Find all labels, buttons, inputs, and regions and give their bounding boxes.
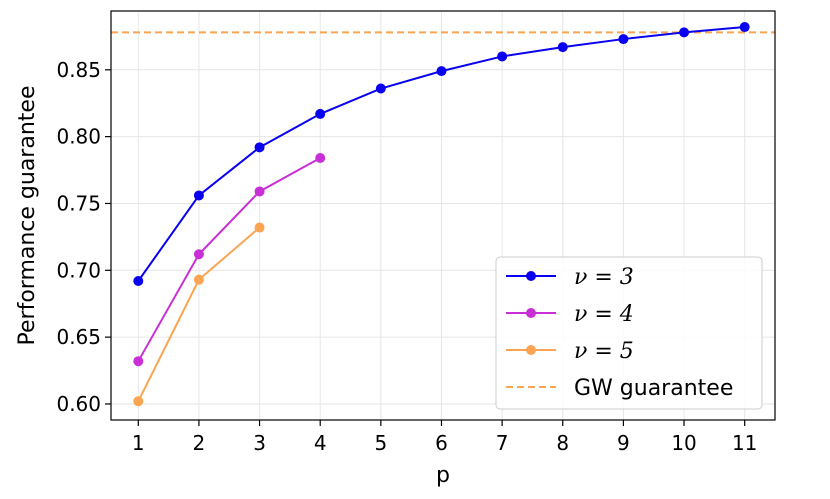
y-tick-label: 0.60 (56, 392, 101, 416)
legend-box (495, 256, 763, 410)
x-tick-label: 4 (314, 431, 327, 455)
series-2 (133, 153, 326, 367)
series-1 (133, 22, 750, 286)
legend-item: GW guarantee (506, 376, 733, 401)
data-point (193, 274, 204, 285)
legend-label: ν = 4 (574, 302, 634, 327)
x-tick-label: 11 (732, 431, 757, 455)
x-tick-label: 9 (617, 431, 630, 455)
y-tick-label: 0.85 (56, 58, 101, 82)
plot-frame (110, 10, 776, 421)
y-tick-label: 0.70 (56, 258, 101, 282)
data-point (739, 22, 750, 33)
legend-marker (526, 308, 536, 318)
y-tick-label: 0.65 (56, 325, 101, 349)
x-tick-label: 8 (556, 431, 569, 455)
x-tick-label: 10 (671, 431, 696, 455)
data-point (375, 83, 386, 94)
data-point (315, 108, 326, 119)
x-axis-ticks: 1 2 3 4 5 6 7 8 9 10 11 (132, 420, 757, 455)
data-point (679, 27, 690, 38)
data-point (436, 66, 447, 77)
legend-item: ν = 5 (506, 339, 634, 364)
data-point (254, 186, 265, 197)
legend-label: ν = 3 (574, 265, 634, 290)
data-point (497, 51, 508, 62)
legend: ν = 3 ν = 4 ν = 5 GW guarantee (495, 256, 763, 410)
x-tick-label: 3 (253, 431, 266, 455)
data-point (254, 222, 265, 233)
series-line (137, 157, 321, 362)
legend-marker (526, 271, 536, 281)
data-point (133, 356, 144, 367)
series-group (133, 22, 750, 407)
data-point (618, 34, 629, 45)
series-3 (133, 222, 265, 407)
legend-label: ν = 5 (574, 339, 634, 364)
y-axis-label: Performance guarantee (15, 86, 40, 346)
y-axis-ticks: 0.60 0.65 0.70 0.75 0.80 0.85 (56, 58, 111, 416)
x-tick-label: 5 (374, 431, 387, 455)
y-tick-label: 0.75 (56, 191, 101, 215)
x-tick-label: 1 (132, 431, 145, 455)
legend-item: ν = 4 (506, 302, 634, 327)
data-point (193, 190, 204, 201)
x-tick-label: 7 (496, 431, 509, 455)
data-point (254, 142, 265, 153)
data-point (193, 249, 204, 260)
data-point (315, 153, 326, 164)
data-point (557, 42, 568, 53)
legend-item: ν = 3 (506, 265, 634, 290)
x-tick-label: 2 (193, 431, 206, 455)
y-tick-label: 0.80 (56, 125, 101, 149)
data-point (133, 396, 144, 407)
legend-label: GW guarantee (574, 376, 733, 401)
data-point (133, 275, 144, 286)
x-tick-label: 6 (435, 431, 448, 455)
x-axis-label: p (436, 463, 450, 488)
legend-marker (526, 345, 536, 355)
